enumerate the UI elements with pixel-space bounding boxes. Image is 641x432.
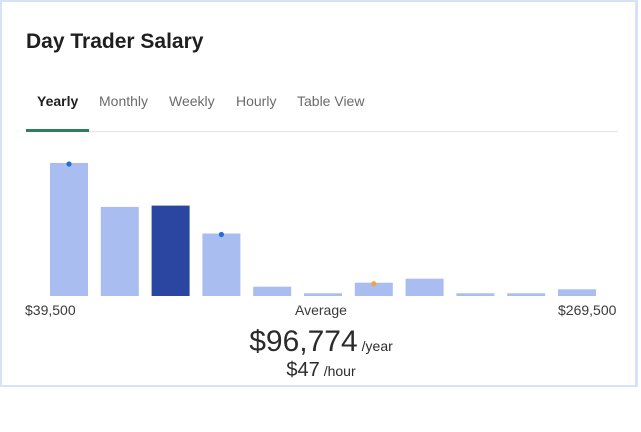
yearly-salary: $96,774/year (2, 325, 640, 359)
x-max-label: $269,500 (558, 302, 617, 318)
blue-marker-dot (218, 231, 224, 238)
hourly-salary-value: $47 (286, 359, 320, 381)
histogram-bar-highlighted[interactable] (151, 205, 190, 296)
tab-yearly[interactable]: Yearly (37, 93, 79, 109)
histogram-bar[interactable] (253, 286, 292, 296)
tab-weekly[interactable]: Weekly (169, 93, 215, 109)
x-mid-label: Average (295, 302, 347, 318)
hourly-salary-unit: /hour (323, 363, 356, 379)
blue-marker-dot (66, 161, 72, 167)
x-min-label: $39,500 (25, 302, 76, 318)
histogram-bar[interactable] (456, 293, 495, 296)
hourly-salary: $47/hour (2, 359, 640, 382)
histogram-bar[interactable] (558, 289, 596, 296)
tab-table-view[interactable]: Table View (297, 93, 365, 109)
period-tabs: Yearly Monthly Weekly Hourly Table View (26, 93, 618, 132)
salary-distribution-chart (50, 161, 596, 297)
yearly-salary-unit: /year (361, 338, 393, 354)
tab-monthly[interactable]: Monthly (99, 93, 149, 109)
histogram-bar[interactable] (304, 293, 342, 296)
histogram-bar[interactable] (202, 233, 241, 297)
histogram-bar[interactable] (354, 282, 393, 296)
tab-hourly[interactable]: Hourly (236, 93, 277, 109)
histogram-bar[interactable] (405, 278, 444, 296)
active-tab-underline (26, 129, 89, 132)
histogram-bar[interactable] (507, 293, 546, 296)
orange-marker-dot (371, 281, 377, 287)
histogram-bar[interactable] (50, 163, 88, 296)
histogram-bar[interactable] (100, 206, 139, 296)
card-title: Day Trader Salary (26, 30, 204, 53)
salary-card: Day Trader Salary Yearly Monthly Weekly … (0, 0, 638, 387)
yearly-salary-value: $96,774 (249, 325, 358, 358)
